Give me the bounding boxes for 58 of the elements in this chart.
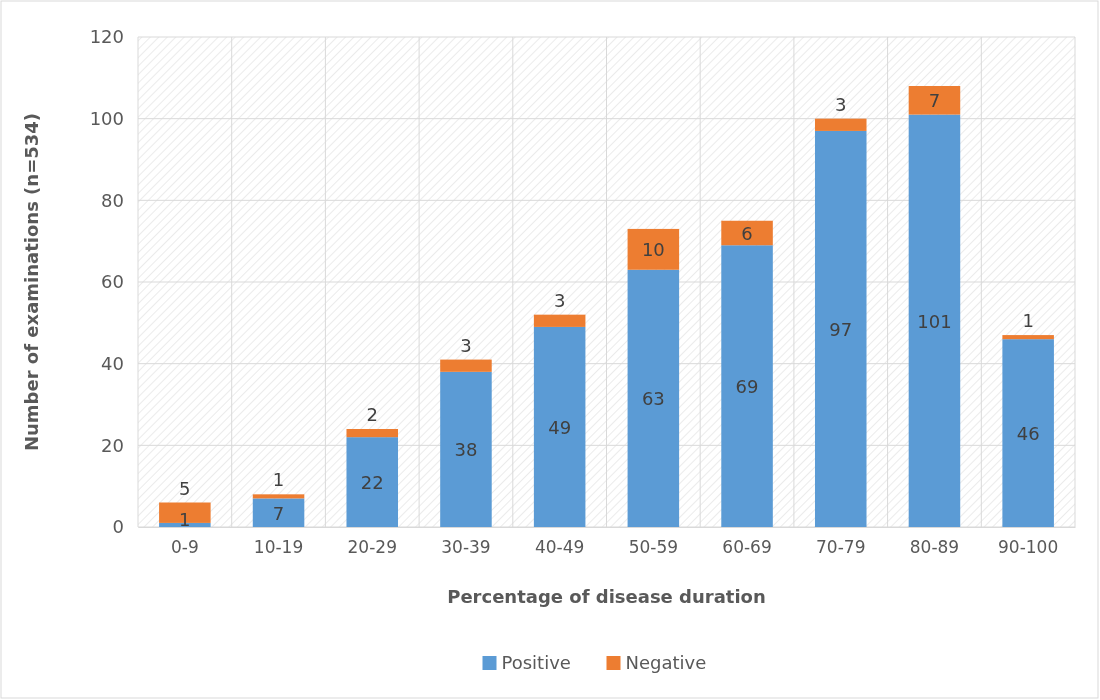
x-tick-label: 50-59 (628, 537, 679, 558)
data-label: 69 (735, 376, 759, 398)
data-label: 2 (366, 404, 378, 425)
bar (814, 118, 867, 131)
data-label: 38 (454, 439, 478, 461)
data-label: 97 (829, 318, 853, 340)
x-tick-label: 10-19 (253, 537, 304, 558)
y-tick-label: 60 (101, 271, 124, 293)
x-tick-label: 90-100 (998, 537, 1059, 558)
bar (533, 326, 586, 527)
bar (346, 429, 399, 438)
data-label: 3 (835, 93, 847, 115)
data-label: 22 (360, 472, 384, 494)
bar (346, 437, 399, 527)
y-tick-label: 0 (112, 516, 124, 538)
data-label: 1 (1022, 310, 1034, 332)
y-axis-title: Number of examinations (n=534) (21, 112, 42, 452)
y-tick-label: 40 (101, 352, 124, 374)
x-tick-label: 60-69 (722, 537, 772, 558)
bar (1002, 335, 1054, 340)
x-tick-label: 80-89 (909, 537, 960, 558)
bar (908, 86, 961, 115)
y-tick-label: 80 (101, 189, 124, 211)
data-label: 63 (641, 388, 665, 410)
y-tick-label: 120 (89, 26, 124, 48)
bar (721, 245, 773, 527)
x-axis-title: Percentage of disease duration (447, 586, 766, 607)
data-label: 46 (1016, 423, 1040, 445)
bar (252, 494, 305, 499)
x-tick-label: 70-79 (816, 537, 866, 558)
data-label: 1 (272, 469, 285, 491)
legend-label: Positive (501, 652, 571, 673)
x-tick-label: 40-49 (534, 537, 585, 558)
data-label: 7 (928, 90, 941, 112)
data-label: 3 (460, 334, 472, 356)
data-label: 101 (917, 310, 952, 332)
legend-label: Negative (625, 652, 707, 673)
bar (721, 220, 773, 246)
bar (440, 371, 492, 527)
bar (1002, 339, 1054, 527)
data-label: 3 (553, 289, 566, 311)
data-label: 49 (548, 416, 572, 438)
bar (908, 114, 961, 527)
data-label: 6 (741, 223, 753, 244)
bar (252, 498, 305, 527)
bar (533, 314, 586, 327)
data-label: 10 (641, 239, 665, 261)
bar (440, 359, 492, 372)
bar (627, 269, 680, 527)
y-tick-label: 100 (89, 107, 124, 129)
y-tick-label: 20 (101, 434, 124, 456)
data-label: 7 (272, 502, 285, 524)
x-tick-label: 30-39 (441, 537, 491, 558)
bar (814, 130, 867, 527)
x-tick-label: 0-9 (170, 537, 199, 558)
data-label: 5 (179, 477, 191, 499)
x-tick-label: 20-29 (347, 537, 397, 558)
bar (627, 228, 680, 270)
